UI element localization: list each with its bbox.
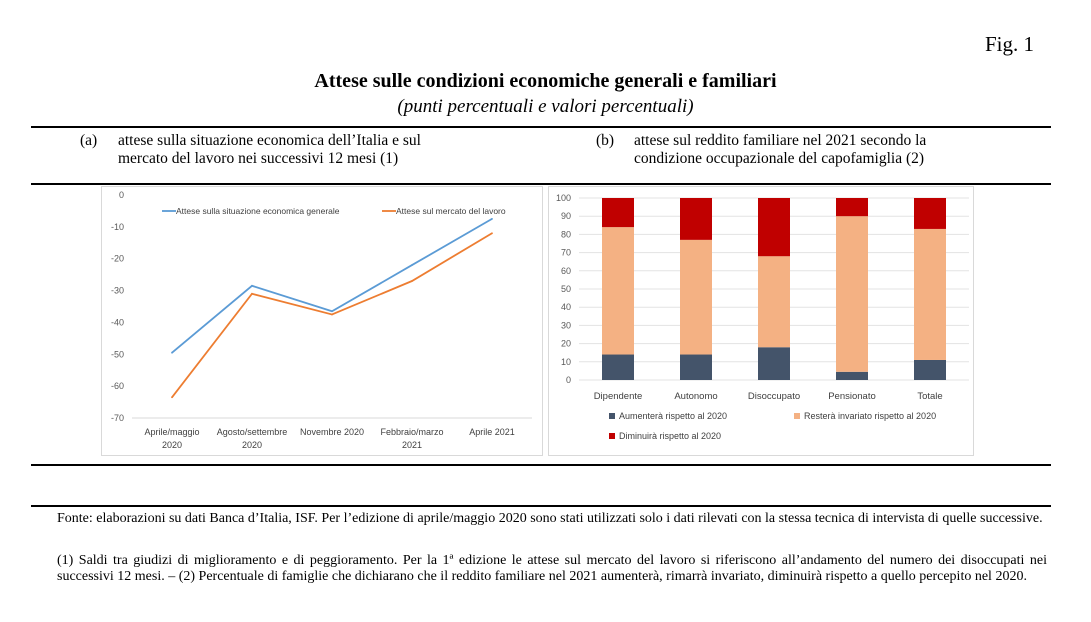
footnotes: (1) Saldi tra giudizi di miglioramento e… bbox=[57, 553, 1047, 584]
series-2-point bbox=[411, 280, 413, 282]
series-1-point bbox=[171, 351, 173, 354]
bar-segment-1 bbox=[680, 354, 712, 380]
y-tick-label: -30 bbox=[111, 286, 124, 296]
bar-segment-3 bbox=[758, 198, 790, 257]
y-tick-label: 90 bbox=[561, 211, 571, 221]
series-2-point bbox=[251, 292, 253, 295]
bar-segment-3 bbox=[836, 198, 868, 217]
line-chart: 0 -10 -20 -30 -40 -50 -60 -70 Aprile/maggio 2020 A… bbox=[111, 190, 532, 450]
y-tick-label: -50 bbox=[111, 349, 124, 359]
series-line-1 bbox=[171, 218, 493, 354]
stacked-bar-chart: 0 10 20 30 40 50 60 70 80 90 100 Dipendente Autonomo… bbox=[556, 193, 969, 441]
x-tick-label: Febbraio/marzo bbox=[380, 427, 443, 437]
bar-segment-2 bbox=[680, 239, 712, 355]
x-tick-label: Autonomo bbox=[674, 391, 717, 402]
x-tick-label: 2021 bbox=[402, 440, 422, 450]
legend-label-2: Resterà invariato rispetto al 2020 bbox=[804, 411, 936, 421]
panel-a-tag: (a) bbox=[80, 132, 98, 149]
panel-a-line1: attese sulla situazione economica dell’I… bbox=[118, 132, 421, 149]
x-tick-label: Novembre 2020 bbox=[300, 427, 364, 437]
header-rule bbox=[31, 183, 1051, 185]
bar-segment-1 bbox=[758, 347, 790, 380]
y-tick-label: -60 bbox=[111, 381, 124, 391]
figure-subtitle: (punti percentuali e valori percentuali) bbox=[397, 96, 694, 117]
y-tick-label: 40 bbox=[561, 302, 571, 312]
x-tick-label: 2020 bbox=[242, 440, 262, 450]
notes-rule bbox=[31, 505, 1051, 507]
legend-label-2: Attese sul mercato del lavoro bbox=[396, 206, 506, 216]
y-tick-label: 0 bbox=[566, 375, 571, 385]
legend-label-1: Attese sulla situazione economica genera… bbox=[176, 206, 340, 216]
bar-segment-2 bbox=[914, 228, 946, 360]
x-tick-label: Agosto/settembre bbox=[217, 427, 288, 437]
series-2-point bbox=[331, 313, 333, 316]
x-tick-label: Aprile/maggio bbox=[144, 427, 199, 437]
bar-segment-3 bbox=[602, 198, 634, 228]
series-1-point bbox=[331, 310, 333, 313]
y-tick-label: 50 bbox=[561, 284, 571, 294]
bar-segment-1 bbox=[836, 371, 868, 380]
y-tick-label: 80 bbox=[561, 229, 571, 239]
y-tick-label: 20 bbox=[561, 339, 571, 349]
x-tick-label: Aprile 2021 bbox=[469, 427, 515, 437]
y-tick-label: -10 bbox=[111, 222, 124, 232]
series-2-point bbox=[171, 396, 173, 399]
panel-b-tag: (b) bbox=[596, 132, 615, 149]
y-tick-label: 100 bbox=[556, 193, 571, 203]
y-tick-label: 70 bbox=[561, 248, 571, 258]
panel-b-line1: attese sul reddito familiare nel 2021 se… bbox=[634, 132, 927, 149]
legend-swatch-2 bbox=[794, 413, 800, 419]
bar-chart-panel: 0 10 20 30 40 50 60 70 80 90 100 Dipendente Autonomo… bbox=[548, 186, 974, 456]
figure-label: Fig. 1 bbox=[984, 32, 1034, 56]
series-1-point bbox=[491, 217, 493, 220]
bar-segment-3 bbox=[680, 198, 712, 240]
legend-swatch-1 bbox=[609, 413, 615, 419]
series-1-point bbox=[411, 264, 413, 266]
legend-label-3: Diminuirà rispetto al 2020 bbox=[619, 431, 721, 441]
bar-segment-2 bbox=[758, 256, 790, 348]
x-tick-label: Dipendente bbox=[594, 391, 643, 402]
line-chart-panel: 0 -10 -20 -30 -40 -50 -60 -70 Aprile/maggio 2020 A… bbox=[101, 186, 543, 456]
x-tick-label: Disoccupato bbox=[748, 391, 800, 402]
bar-segment-1 bbox=[602, 354, 634, 380]
series-2-point bbox=[491, 232, 493, 235]
series-1-point bbox=[251, 284, 253, 287]
y-tick-label: 60 bbox=[561, 266, 571, 276]
y-tick-label: 10 bbox=[561, 357, 571, 367]
y-tick-label: -70 bbox=[111, 413, 124, 423]
bar-segment-1 bbox=[914, 359, 946, 380]
source-note: Fonte: elaborazioni su dati Banca d’Ital… bbox=[57, 511, 1043, 526]
x-tick-label: 2020 bbox=[162, 440, 182, 450]
y-tick-label: -20 bbox=[111, 254, 124, 264]
x-tick-label: Totale bbox=[917, 391, 942, 402]
figure-title: Attese sulle condizioni economiche gener… bbox=[314, 70, 777, 92]
y-tick-label: 0 bbox=[119, 190, 124, 200]
y-tick-label: 30 bbox=[561, 320, 571, 330]
bar-segment-2 bbox=[602, 227, 634, 355]
bar-segment-3 bbox=[914, 198, 946, 229]
panel-a-line2: mercato del lavoro nei successivi 12 mes… bbox=[118, 150, 399, 167]
legend-swatch-3 bbox=[609, 433, 615, 439]
panel-b-line2: condizione occupazionale del capofamigli… bbox=[634, 150, 925, 167]
legend-label-1: Aumenterà rispetto al 2020 bbox=[619, 411, 727, 421]
x-tick-label: Pensionato bbox=[828, 391, 876, 402]
top-rule bbox=[31, 126, 1051, 128]
bottom-rule bbox=[31, 464, 1051, 466]
bar-segment-2 bbox=[836, 216, 868, 372]
y-tick-label: -40 bbox=[111, 317, 124, 327]
